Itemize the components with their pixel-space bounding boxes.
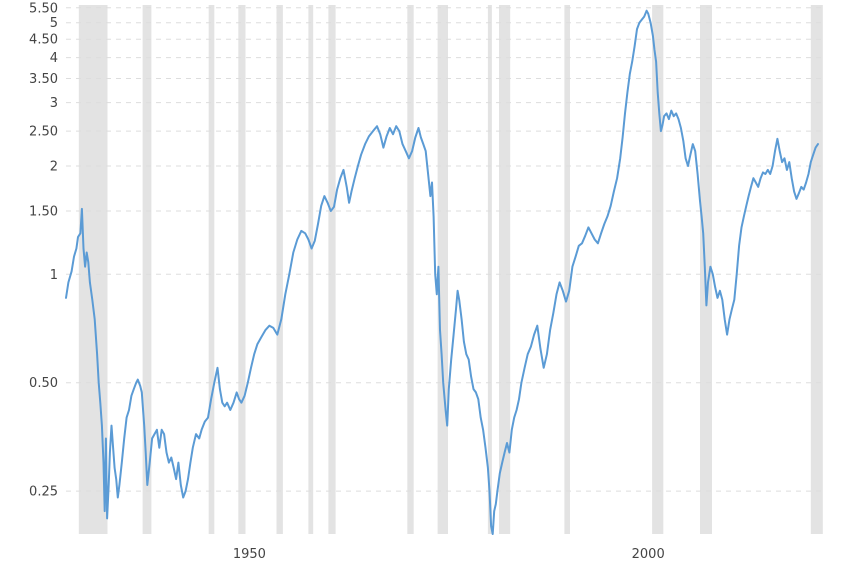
y-tick-label: 3.50	[29, 72, 58, 87]
y-tick-label: 5.50	[29, 1, 58, 16]
y-tick-label: 4	[50, 51, 58, 66]
y-tick-label: 5	[50, 16, 58, 31]
shaded-band-9	[487, 5, 492, 534]
y-axis-labels: 0.25 0.50 1 1.50 2 2.50 3 3.50 4 4.50 55.50	[29, 1, 58, 499]
y-tick-label: 1	[50, 268, 58, 283]
x-axis-labels: 1950 2000	[233, 547, 665, 562]
shaded-band-13	[700, 5, 712, 534]
shaded-band-3	[238, 5, 246, 534]
gridlines	[66, 7, 826, 492]
y-tick-label: 4.50	[29, 33, 58, 48]
shaded-band-1	[142, 5, 152, 534]
shaded-band-5	[308, 5, 314, 534]
shaded-band-4	[276, 5, 283, 534]
y-tick-label: 0.25	[29, 485, 58, 500]
shaded-band-8	[437, 5, 448, 534]
shaded-band-7	[407, 5, 414, 534]
shaded-periods	[78, 5, 823, 534]
series-line	[65, 9, 819, 535]
y-tick-label: 0.50	[29, 376, 58, 391]
shaded-band-12	[652, 5, 664, 534]
y-tick-label: 2.50	[29, 125, 58, 140]
x-tick-label: 2000	[632, 547, 665, 562]
x-tick-label: 1950	[233, 547, 266, 562]
shaded-band-14	[810, 5, 823, 534]
shaded-band-11	[564, 5, 570, 534]
y-tick-label: 2	[50, 160, 58, 175]
y-tick-label: 1.50	[29, 205, 58, 220]
shaded-band-6	[328, 5, 336, 534]
shaded-band-10	[499, 5, 511, 534]
y-tick-label: 3	[50, 96, 58, 111]
shaded-band-2	[208, 5, 215, 534]
